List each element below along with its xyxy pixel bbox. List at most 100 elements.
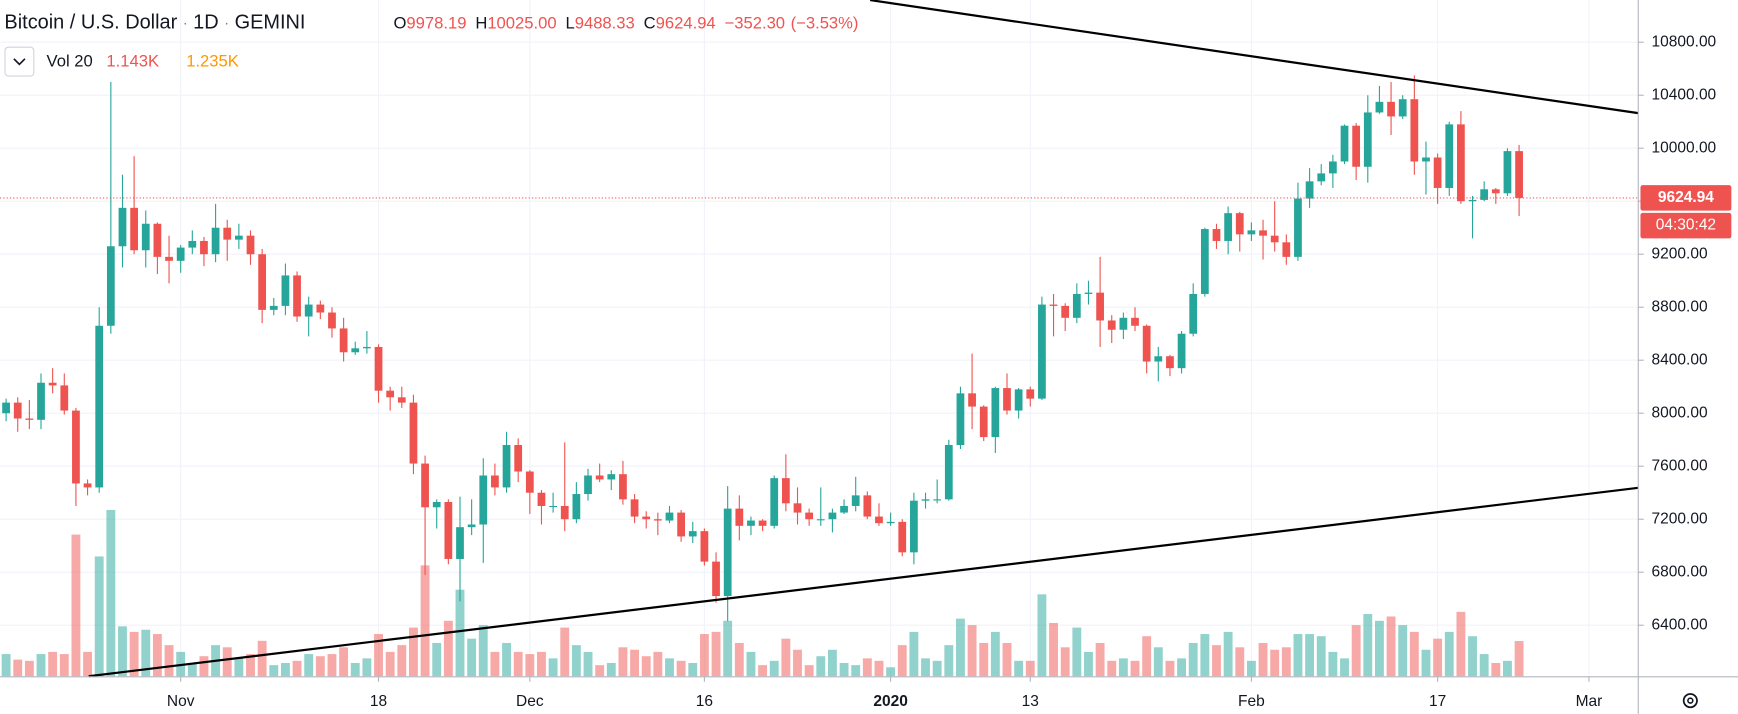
volume-bar [1456, 611, 1466, 677]
volume-bar [1095, 642, 1105, 677]
candle-body [1259, 230, 1267, 236]
candle-body [1468, 199, 1477, 202]
candle-body [1433, 157, 1442, 188]
candle-body [234, 235, 243, 240]
candle-body [491, 475, 499, 488]
volume-bar [944, 645, 954, 677]
x-tick-label: Nov [167, 693, 195, 710]
volume-bar [478, 625, 488, 677]
countdown-label: 04:30:42 [1656, 217, 1716, 234]
volume-bar [1305, 634, 1315, 677]
candle-body [176, 247, 185, 261]
volume-bar [350, 662, 360, 677]
candle-body [409, 402, 418, 464]
gear-icon[interactable] [1682, 693, 1698, 709]
candle-body [584, 475, 592, 495]
candle-body [397, 397, 406, 403]
x-tick-label: 17 [1429, 693, 1446, 710]
y-tick-label: 8400.00 [1652, 351, 1708, 368]
volume-bar [432, 642, 442, 677]
candle-body [386, 390, 395, 398]
candle-body [1049, 304, 1058, 306]
volume-bar [851, 665, 861, 677]
x-tick-label: Mar [1576, 693, 1603, 710]
volume-bar [1025, 660, 1035, 677]
volume-bar [152, 634, 162, 677]
candle-body [933, 499, 942, 501]
candle-body [828, 512, 837, 520]
candle-body [758, 520, 767, 526]
volume-bar [1398, 625, 1408, 677]
candle-body [653, 519, 662, 521]
volume-bar [606, 662, 616, 677]
volume-bar [595, 665, 605, 677]
volume-bar [839, 662, 849, 677]
candle-body [1410, 99, 1419, 162]
candle-body [1422, 157, 1430, 162]
candle-body [1200, 229, 1209, 294]
volume-bar [374, 634, 383, 677]
ohlc-value: 9978.19 [406, 14, 466, 33]
volume-bar [1374, 620, 1384, 677]
candle-body [293, 275, 301, 317]
candle-body [1375, 101, 1384, 113]
volume-bar [409, 627, 418, 677]
volume-bar [490, 651, 500, 677]
volume-bar [956, 618, 965, 677]
collapse-box[interactable] [4, 46, 35, 77]
ohlc-value: 9624.94 [656, 14, 716, 33]
volume-bar [862, 658, 872, 677]
candle-body [1282, 242, 1291, 257]
x-tick-label: Dec [516, 693, 544, 710]
volume-bar [1491, 662, 1501, 677]
candle-body [642, 516, 651, 520]
volume-bar [1409, 631, 1419, 677]
candle-body [979, 406, 988, 438]
y-tick-label: 7200.00 [1652, 510, 1708, 527]
collapse-button[interactable] [4, 46, 35, 77]
y-tick-label: 8800.00 [1652, 298, 1708, 315]
volume-bar [909, 631, 919, 677]
candle-body [1189, 293, 1198, 334]
candle-body [549, 505, 557, 508]
candle-body [665, 512, 674, 521]
volume-bar [630, 649, 640, 677]
candle-body [607, 474, 616, 480]
ohlc-prefix: O [393, 14, 406, 33]
y-tick-label: 10000.00 [1652, 139, 1717, 156]
y-tick-label: 6400.00 [1652, 616, 1708, 633]
candle-body [246, 235, 255, 255]
axes: 6400.00 6800.00 7200.00 7600.00 8000.00 8400.… [0, 33, 1732, 710]
volume-bar [1130, 660, 1140, 677]
volume-bar [816, 656, 826, 677]
x-tick-label: 16 [696, 693, 713, 710]
volume-bar [990, 631, 1000, 677]
candle-body [1445, 124, 1454, 188]
volume-bar [1258, 642, 1268, 677]
y-tick-label: 6800.00 [1652, 563, 1708, 580]
candle-body [595, 475, 604, 480]
candle-body [956, 393, 965, 446]
candle-body [1515, 151, 1523, 198]
volume-bar [385, 651, 395, 677]
x-tick-label: 18 [370, 693, 387, 710]
volume-bar [1084, 651, 1093, 677]
volume-bar [1479, 654, 1489, 677]
candle-body [258, 254, 267, 310]
volume-bar [967, 625, 977, 677]
candle-body [572, 494, 581, 520]
volume-bar [280, 662, 290, 677]
y-tick-label: 10400.00 [1652, 86, 1717, 103]
separator: · [183, 15, 188, 31]
y-tick-label: 9200.00 [1652, 245, 1708, 262]
volume-bar [199, 656, 209, 677]
volume-bar [467, 638, 477, 677]
settings-button[interactable] [1682, 693, 1698, 709]
volume-bar [1340, 658, 1349, 677]
candle-body [700, 531, 709, 562]
candle-body [60, 385, 69, 411]
candle-body [1340, 125, 1349, 162]
candle-body [130, 207, 138, 251]
change-percent: (−3.53%) [791, 14, 859, 33]
change-value: −352.30 [725, 14, 786, 33]
